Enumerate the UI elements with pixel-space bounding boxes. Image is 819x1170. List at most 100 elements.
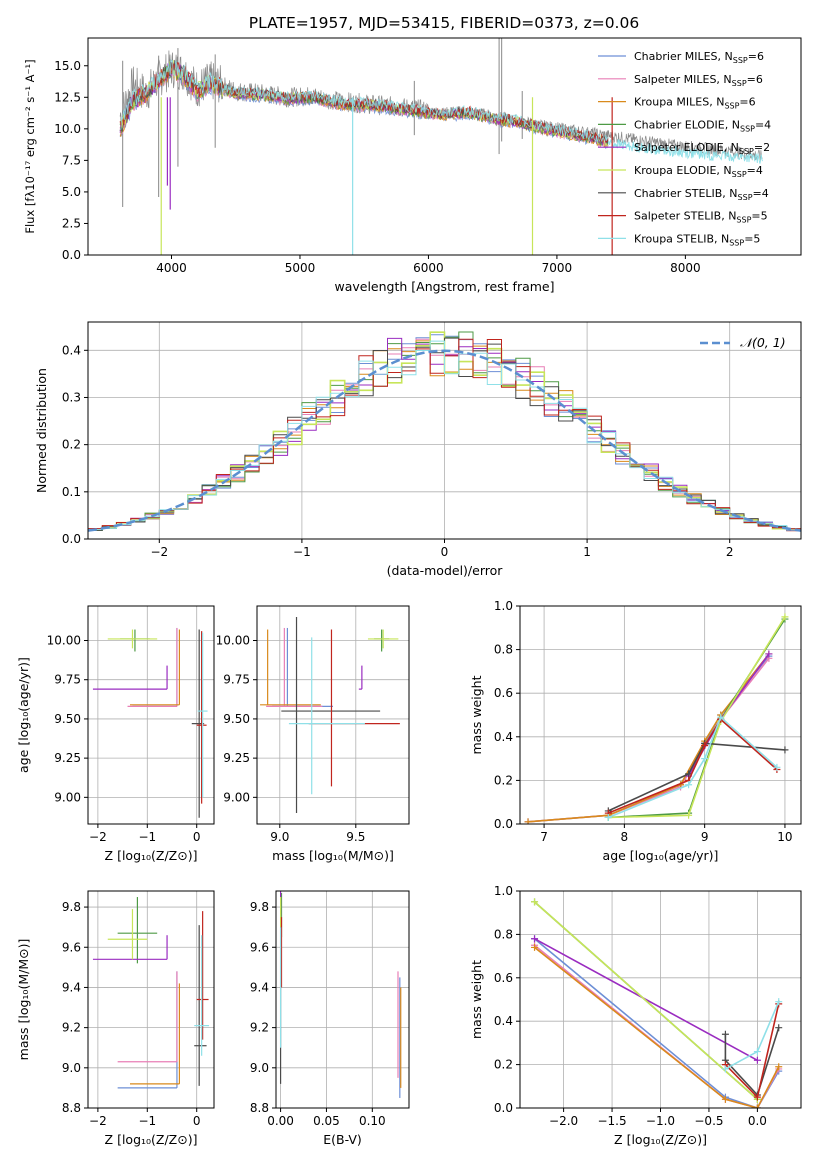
x-tick-label: 7000	[542, 261, 573, 275]
legend-label: Kroupa ELODIE, NSSP=4	[634, 164, 763, 179]
x-axis-label: (data-model)/error	[387, 563, 504, 578]
x-tick-label: −1	[293, 545, 311, 559]
error-bar-point	[127, 627, 178, 707]
series-path	[724, 1027, 780, 1097]
x-tick-label: 0	[441, 545, 449, 559]
series-line	[604, 713, 781, 821]
y-tick-label: 8.8	[250, 1101, 269, 1115]
legend-label: Salpeter STELIB, NSSP=5	[634, 210, 768, 225]
x-tick-label: 8000	[670, 261, 701, 275]
x-axis-label: E(B-V)	[323, 1132, 362, 1147]
y-tick-label: 9.00	[54, 790, 81, 804]
x-tick-label: −2	[150, 545, 168, 559]
y-tick-label: 9.75	[54, 673, 81, 687]
model-spectrum-tail	[607, 138, 763, 164]
error-bar-point	[196, 911, 209, 1040]
y-tick-label: 0.0	[62, 248, 81, 262]
y-tick-label: 9.8	[250, 900, 269, 914]
error-bar-point	[367, 629, 399, 649]
plot-area	[531, 898, 783, 1108]
axes-frame	[519, 605, 802, 825]
series-path	[608, 618, 786, 819]
y-tick-label: 1.0	[494, 884, 513, 898]
x-tick-label: 0.05	[313, 1114, 340, 1128]
residual-histogram	[88, 340, 801, 531]
y-tick-label: 5.0	[62, 185, 81, 199]
y-tick-label: 0.4	[494, 1014, 513, 1028]
series-line	[721, 998, 783, 1073]
y-tick-label: 8.8	[62, 1101, 81, 1115]
plot-area	[119, 38, 763, 255]
y-tick-label: 9.2	[62, 1021, 81, 1035]
x-tick-label: 9.0	[270, 830, 289, 844]
axes-frame	[87, 890, 215, 1109]
legend-label: Kroupa STELIB, NSSP=5	[634, 232, 760, 247]
series-line	[531, 935, 761, 1064]
axes-frame	[87, 605, 215, 825]
x-tick-label: −2	[89, 1114, 107, 1128]
x-tick-label: 1	[583, 545, 591, 559]
y-tick-label: 9.50	[54, 712, 81, 726]
series-path	[534, 946, 780, 1108]
series-marker	[524, 818, 532, 824]
x-tick-label: 10	[777, 830, 792, 844]
x-tick-label: 7	[540, 830, 548, 844]
y-tick-label: 9.75	[223, 673, 250, 687]
series-marker	[531, 943, 539, 951]
series-marker	[685, 811, 693, 819]
error-bar-point	[130, 983, 181, 1085]
x-axis-label: mass [log₁₀(M/M⊙)]	[272, 848, 394, 863]
error-bar-point	[308, 629, 400, 787]
y-tick-label: 9.4	[250, 980, 269, 994]
legend: Chabrier MILES, NSSP=6 Salpeter MILES, NS…	[598, 50, 771, 247]
error-bar-point	[92, 665, 168, 690]
x-tick-label: 8	[621, 830, 629, 844]
panel-spectrum: 4000 5000 6000 7000 8000 0.0 2.5 5.0 7.5 10.0 12.5…	[23, 37, 802, 294]
series-marker	[775, 998, 783, 1006]
series-marker	[775, 1024, 783, 1032]
x-tick-label: −0.5	[694, 1114, 723, 1128]
series-line	[524, 654, 773, 824]
error-bar-point	[272, 627, 333, 707]
error-bar-point	[197, 632, 208, 798]
y-axis-label: mass weight	[469, 960, 484, 1039]
y-tick-label: 9.00	[223, 790, 250, 804]
error-bar-point	[92, 935, 168, 960]
series-marker	[753, 1048, 761, 1056]
error-bar-point	[130, 629, 181, 706]
series-marker	[781, 613, 789, 621]
panel-weight_vs_Z: −2.0 −1.5 −1.0 −0.5 0.0 0.0 0.2 0.4 0.6 0.8 1.0 Z […	[469, 884, 802, 1147]
y-tick-label: 9.50	[223, 712, 250, 726]
x-tick-label: −1	[138, 1114, 156, 1128]
series-marker	[721, 1065, 729, 1073]
y-tick-label: 9.0	[62, 1061, 81, 1075]
error-bar-point	[117, 971, 178, 1063]
series-marker	[753, 1056, 761, 1064]
panel-age_vs_mass: 9.0 9.5 9.00 9.25 9.50 9.75 10.00 mass [log₁₀(M…	[216, 605, 410, 863]
legend-label: Chabrier ELODIE, NSSP=4	[634, 118, 771, 133]
series-path	[607, 742, 785, 812]
y-tick-label: 10.00	[216, 634, 250, 648]
plot-area	[279, 891, 402, 1098]
series-path	[527, 653, 770, 823]
y-tick-label: 10.0	[54, 122, 81, 136]
y-tick-label: 0.8	[494, 927, 513, 941]
y-tick-label: 0.0	[62, 532, 81, 546]
x-axis-label: wavelength [Angstrom, rest frame]	[334, 279, 554, 294]
y-tick-label: 12.5	[54, 90, 81, 104]
y-tick-label: 2.5	[62, 216, 81, 230]
series-marker	[721, 1095, 729, 1103]
legend-label: Salpeter MILES, NSSP=6	[634, 73, 763, 88]
legend-label: Kroupa MILES, NSSP=6	[634, 96, 756, 111]
y-tick-label: 0.8	[494, 643, 513, 657]
x-tick-label: −1.5	[597, 1114, 626, 1128]
error-bar-point	[194, 925, 207, 1086]
error-bar-point	[260, 629, 321, 706]
y-tick-label: 9.8	[62, 900, 81, 914]
x-tick-label: −1.0	[646, 1114, 675, 1128]
y-axis-label: Normed distribution	[34, 368, 49, 493]
series-marker	[781, 746, 789, 754]
x-tick-label: 0	[193, 1114, 201, 1128]
y-tick-label: 0.4	[62, 343, 81, 357]
